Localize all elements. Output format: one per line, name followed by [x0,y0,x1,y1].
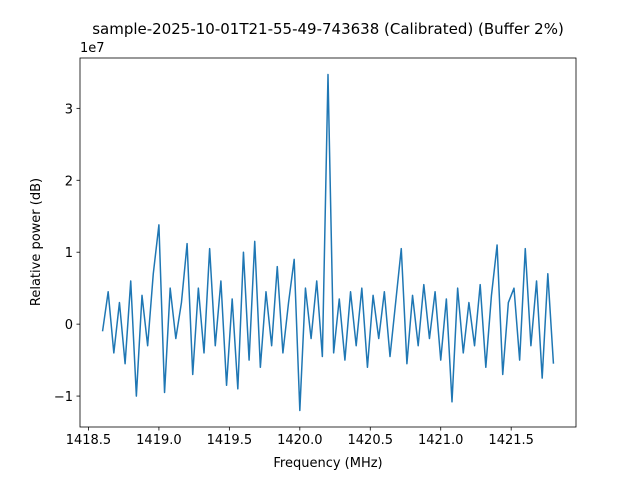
y-offset-label: 1e7 [80,41,105,56]
y-tick-label: 2 [65,174,73,189]
x-tick-label: 1420.5 [348,433,394,448]
x-axis-label: Frequency (MHz) [273,456,382,471]
y-tick-label: −1 [54,390,73,405]
x-tick-label: 1419.5 [207,433,253,448]
y-tick-label: 1 [65,246,73,261]
y-tick-label: 0 [65,318,73,333]
axes-frame [79,57,577,428]
x-tick-label: 1421.5 [488,433,534,448]
x-tick-label: 1420.0 [277,433,323,448]
y-tick-label: 3 [65,102,73,117]
chart-title: sample-2025-10-01T21-55-49-743638 (Calib… [92,20,564,38]
x-tick-label: 1418.5 [66,433,112,448]
x-tick-label: 1421.0 [418,433,464,448]
x-tick-label: 1419.0 [136,433,182,448]
data-line [101,73,555,412]
y-axis-label: Relative power (dB) [29,178,44,306]
